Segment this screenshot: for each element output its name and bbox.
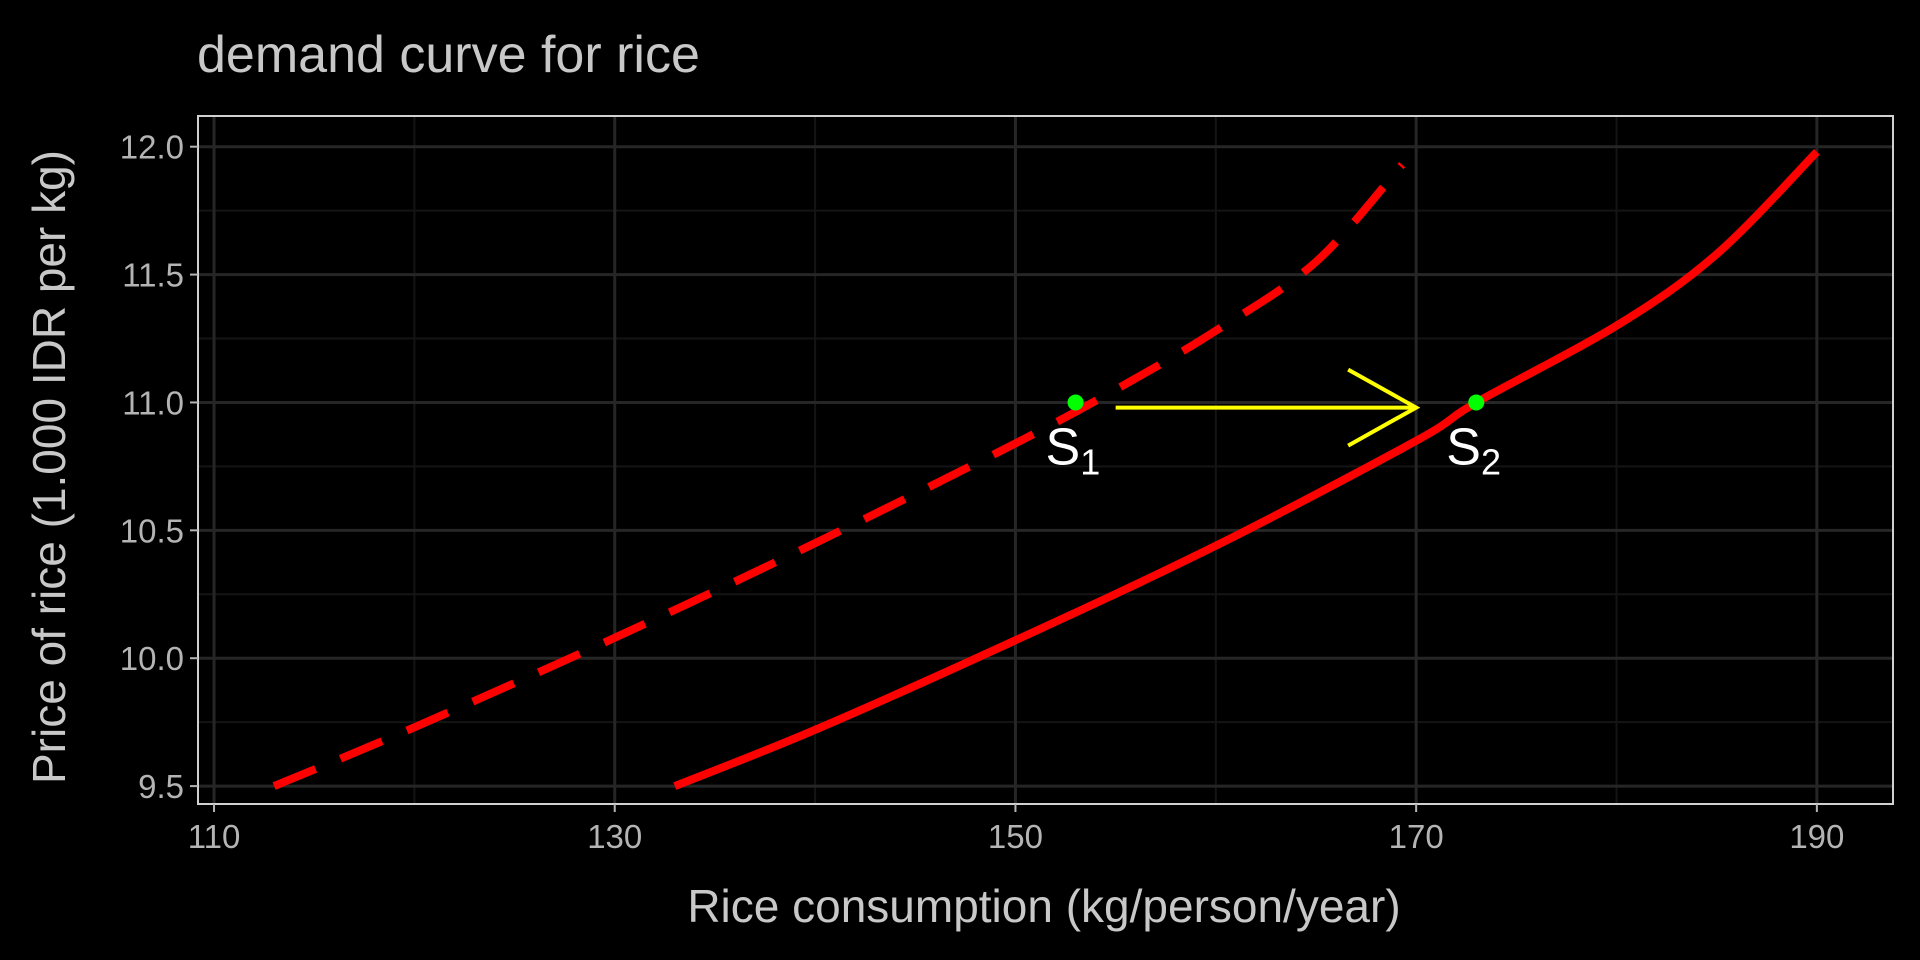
shift-arrow-head: [1347, 367, 1421, 448]
x-tick-label: 110: [188, 818, 241, 855]
y-tick-label: 9.5: [138, 768, 184, 805]
point-label-subscript: 2: [1481, 441, 1501, 482]
demand-curve-dashed: [272, 161, 1406, 790]
x-axis: 110 130 150 170 190: [188, 804, 1844, 855]
y-tick-label: 11.0: [122, 384, 184, 421]
grid: [198, 116, 1893, 804]
x-tick-label: 150: [988, 818, 1043, 855]
chart-title: demand curve for rice: [197, 26, 700, 84]
point-marker-s2: [1468, 394, 1485, 411]
y-tick-label: 10.5: [120, 512, 184, 549]
y-tick-label: 12.0: [120, 129, 184, 166]
x-tick-label: 130: [587, 818, 642, 855]
y-axis-title: Price of rice (1.000 IDR per kg): [23, 150, 75, 784]
point-marker-s1: [1067, 394, 1084, 411]
annotation-layer: S1 S2: [1046, 367, 1501, 482]
y-tick-label: 11.5: [122, 257, 184, 294]
point-label-subscript: 1: [1080, 441, 1100, 482]
series-layer: [272, 149, 1820, 790]
x-tick-label: 170: [1389, 818, 1444, 855]
y-axis: 9.5 10.0 10.5 11.0 11.5 12.0: [120, 129, 198, 805]
plot-panel-border: [197, 115, 1894, 805]
x-axis-title: Rice consumption (kg/person/year): [687, 880, 1400, 932]
demand-curve-solid: [673, 149, 1820, 790]
x-tick-label: 190: [1789, 818, 1844, 855]
y-tick-label: 10.0: [120, 640, 184, 677]
